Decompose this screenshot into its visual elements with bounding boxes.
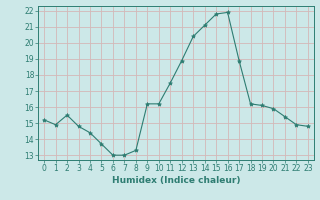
X-axis label: Humidex (Indice chaleur): Humidex (Indice chaleur) — [112, 176, 240, 185]
